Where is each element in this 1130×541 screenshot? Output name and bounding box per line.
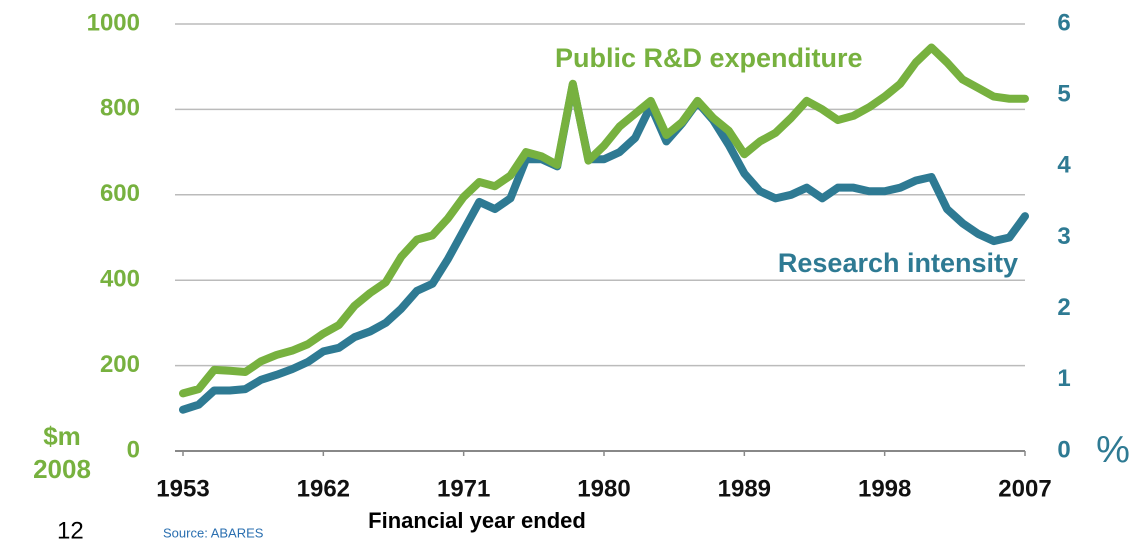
y2-tick-label: 3	[1057, 223, 1070, 250]
x-tick-label: 1989	[718, 475, 771, 502]
source: Source: ABARES	[163, 525, 264, 540]
y-axis-label: $m	[43, 421, 81, 451]
x-tick-label: 1980	[577, 475, 630, 502]
line	[179, 80, 1029, 414]
legend-label: Public R&D expenditure	[555, 43, 863, 73]
x-tick-label: 1962	[297, 475, 350, 502]
y2-tick-label: 6	[1057, 9, 1070, 36]
y-axis-label: 2008	[33, 454, 91, 484]
y2-axis-label: %	[1096, 429, 1130, 471]
y2-tick-label: 4	[1057, 152, 1071, 179]
x-tick-label: 1998	[858, 475, 911, 502]
y2-tick-label: 0	[1057, 436, 1070, 463]
y-tick-label: 600	[100, 180, 140, 207]
y-tick-label: 200	[100, 351, 140, 378]
y-tick-label: 800	[100, 95, 140, 122]
y2-tick-label: 1	[1057, 365, 1070, 392]
legend-label: Research intensity	[778, 248, 1018, 278]
page-number: 12	[57, 517, 84, 541]
y-tick-label: 1000	[87, 9, 140, 36]
y-tick-label: 0	[127, 436, 140, 463]
x-tick-label: 1953	[156, 475, 209, 502]
x-tick-label: 1971	[437, 475, 490, 502]
y-tick-label: 400	[100, 266, 140, 293]
x-tick-label: 2007	[998, 475, 1051, 502]
line	[179, 43, 1029, 398]
x-axis-label: Financial year ended	[368, 508, 586, 533]
y2-tick-label: 2	[1057, 294, 1070, 321]
y2-tick-label: 5	[1057, 81, 1070, 108]
